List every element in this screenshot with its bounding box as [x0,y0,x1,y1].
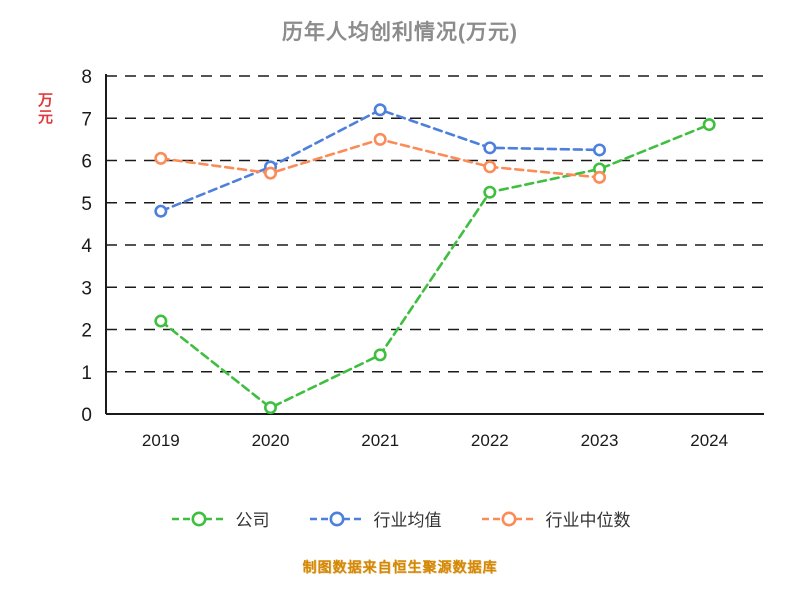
x-tick-label: 2022 [471,431,509,450]
y-tick-label: 6 [81,152,92,173]
series-point-industry-median [483,160,497,174]
series-point-company [373,348,387,362]
y-tick-label: 3 [81,278,92,299]
series-point-company [154,314,168,328]
series-point-company [263,401,277,415]
legend-marker-company [171,511,226,526]
y-tick-label: 7 [81,109,92,130]
y-tick-label: 1 [81,363,92,384]
legend-item-company: 公司 [170,506,270,531]
series-point-industry-median [154,151,168,165]
legend-label-company: 公司 [235,511,270,530]
series-point-industry-avg [483,141,497,155]
series-point-industry-median [263,166,277,180]
x-tick-label: 2019 [142,431,180,450]
series-point-industry-avg [592,143,606,157]
series-point-company [702,118,716,132]
chart-footer: 制图数据来自恒生聚源数据库 [302,559,498,575]
y-tick-label: 5 [81,194,92,215]
y-axis-title: 万元 [36,92,53,126]
legend-label-industry-avg: 行业均值 [373,511,442,530]
y-tick-label: 8 [81,67,92,88]
x-tick-label: 2020 [252,431,290,450]
legend-label-industry-median: 行业中位数 [545,511,631,530]
legend-marker-industry-avg [309,511,364,526]
x-tick-label: 2023 [581,431,619,450]
line-chart: 0 1 2 3 4 5 6 7 8 2019 2020 2021 2022 2023 2024 [81,67,764,450]
y-tick-label: 4 [81,236,92,257]
series-point-industry-median [592,170,606,184]
series-line-company [159,123,711,410]
chart-title: 历年人均创利情况(万元) [282,21,518,44]
x-tick-label: 2024 [690,431,728,450]
legend-marker-industry-median [481,511,536,526]
legend-item-industry-median: 行业中位数 [480,506,631,531]
series-point-industry-avg [154,204,168,218]
legend-item-industry-avg: 行业均值 [308,506,442,531]
y-tick-label: 2 [81,321,92,342]
y-tick-label: 0 [81,405,92,426]
series-point-industry-median [373,132,387,146]
legend: 公司 行业均值 行业中位数 [0,506,800,531]
series-point-industry-avg [373,103,387,117]
x-tick-label: 2021 [361,431,399,450]
series-point-company [483,185,497,199]
